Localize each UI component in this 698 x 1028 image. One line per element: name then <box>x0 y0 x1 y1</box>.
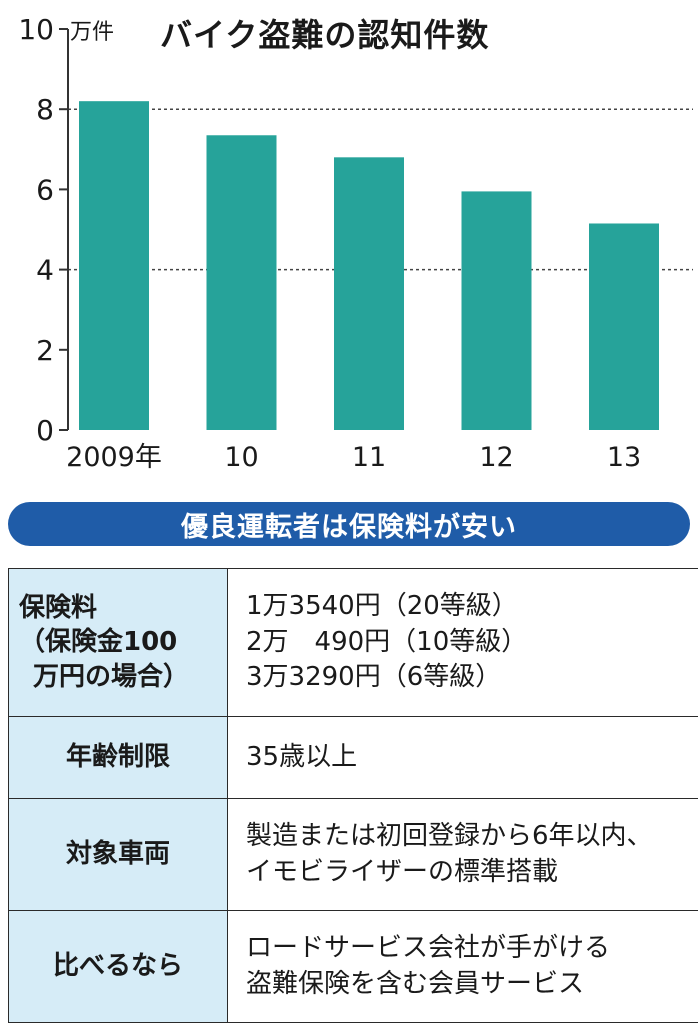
value-line: 3万3290円（6等級） <box>246 662 502 693</box>
table-row: 対象車両 製造または初回登録から6年以内、 イモビライザーの標準搭載 <box>8 798 698 911</box>
value-line: ロードサービス会社が手がける <box>246 933 611 964</box>
y-unit-label: 万件 <box>70 20 115 45</box>
x-tick-label: 10 <box>224 442 258 473</box>
y-tick-label: 6 <box>36 173 54 206</box>
insurance-info-table: 保険料 （保険金100 万円の場合） 1万3540円（20等級） 2万 490円… <box>8 568 698 1023</box>
y-tick-label: 10 <box>18 13 54 46</box>
x-tick-label: 12 <box>479 442 513 473</box>
table-row: 比べるなら ロードサービス会社が手がける 盗難保険を含む会員サービス <box>8 910 698 1023</box>
chart-title: バイク盗難の認知件数 <box>160 16 490 54</box>
bar-2 <box>334 157 404 430</box>
chart-canvas: 2009年 10 11 12 13 0 2 4 6 8 10 <box>18 13 693 473</box>
section-banner: 優良運転者は保険料が安い <box>8 502 690 546</box>
x-tick-label: 13 <box>607 442 641 473</box>
bar-1 <box>206 135 277 430</box>
table-row: 年齢制限 35歳以上 <box>8 716 698 799</box>
table-row: 保険料 （保険金100 万円の場合） 1万3540円（20等級） 2万 490円… <box>8 568 698 717</box>
y-tick-label: 8 <box>36 93 54 126</box>
label-line: （保険金100 <box>19 627 178 658</box>
value-line: 35歳以上 <box>246 741 358 772</box>
row-label-age: 年齢制限 <box>8 716 228 799</box>
value-line: 盗難保険を含む会員サービス <box>246 968 585 999</box>
row-label-vehicle: 対象車両 <box>8 798 228 911</box>
label-line: 万円の場合） <box>33 661 190 692</box>
row-value-age: 35歳以上 <box>227 716 698 799</box>
row-label-premium: 保険料 （保険金100 万円の場合） <box>8 568 228 717</box>
label-line: 年齢制限 <box>65 742 170 773</box>
y-tick-label: 4 <box>36 254 54 287</box>
label-line: 保険料 <box>19 593 98 624</box>
row-value-premium: 1万3540円（20等級） 2万 490円（10等級） 3万3290円（6等級） <box>227 568 698 717</box>
value-line: 2万 490円（10等級） <box>246 626 528 657</box>
row-label-compare: 比べるなら <box>8 910 228 1023</box>
value-line: 製造または初回登録から6年以内、 <box>246 821 653 852</box>
bar-chart: 2009年 10 11 12 13 0 2 4 6 8 10 万件 バイク盗難の認知件数 <box>0 0 698 480</box>
banner-text: 優良運転者は保険料が安い <box>181 511 517 543</box>
row-value-vehicle: 製造または初回登録から6年以内、 イモビライザーの標準搭載 <box>227 798 698 911</box>
x-tick-label: 11 <box>352 442 386 473</box>
label-line: 対象車両 <box>65 839 170 870</box>
value-line: 1万3540円（20等級） <box>246 591 518 622</box>
row-value-compare: ロードサービス会社が手がける 盗難保険を含む会員サービス <box>227 910 698 1023</box>
x-tick-label: 2009年 <box>66 442 162 473</box>
value-line: イモビライザーの標準搭載 <box>246 856 559 887</box>
bar-0 <box>79 101 149 431</box>
bar-3 <box>461 191 532 430</box>
y-tick-label: 2 <box>36 334 54 367</box>
label-line: 比べるなら <box>52 951 183 982</box>
bar-4 <box>589 223 659 430</box>
y-tick-label: 0 <box>36 414 54 447</box>
